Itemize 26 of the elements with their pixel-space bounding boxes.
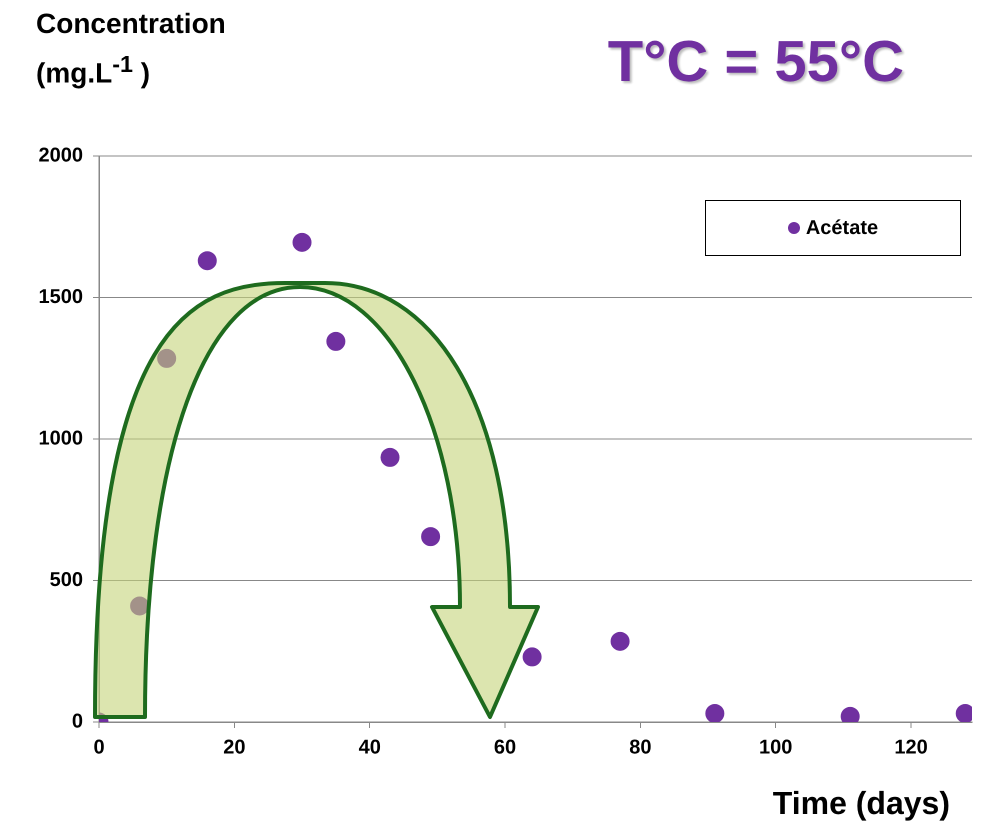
point <box>157 348 176 368</box>
y-tick-label: 1500 <box>38 286 83 308</box>
point <box>198 251 217 270</box>
y-tick-label: 500 <box>50 569 83 592</box>
point <box>522 647 542 666</box>
x-axis-title: Time (days) <box>772 785 950 822</box>
point <box>705 704 724 722</box>
x-tick-label: 0 <box>93 736 105 759</box>
legend-label: Acétate <box>806 216 878 240</box>
point <box>292 232 312 252</box>
y-tick-label: 2000 <box>38 144 83 167</box>
point <box>326 332 346 351</box>
chart-title: T°C = 55°C <box>608 28 904 95</box>
point <box>380 448 400 467</box>
point <box>421 527 440 546</box>
point <box>610 632 630 651</box>
y-tick-label: 1000 <box>38 428 83 450</box>
point <box>130 596 150 616</box>
x-tick-label: 60 <box>494 736 516 759</box>
x-tick-label: 100 <box>759 736 792 759</box>
x-tick-label: 120 <box>894 736 928 759</box>
y-tick-label: 0 <box>72 710 83 733</box>
x-tick-label: 80 <box>629 736 652 759</box>
x-tick-label: 40 <box>358 736 381 759</box>
x-tick-label: 20 <box>223 736 246 759</box>
y-axis-title: Concentration (mg.L$^{-1}$ ) <box>36 7 227 90</box>
